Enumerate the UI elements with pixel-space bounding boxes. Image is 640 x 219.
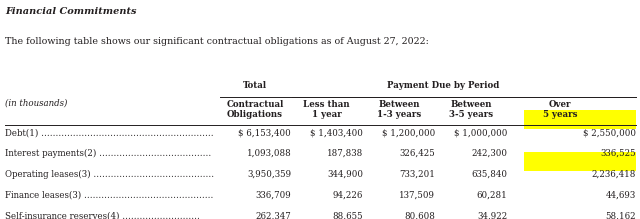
Text: Interest payments(2) …………………………………: Interest payments(2) ………………………………… xyxy=(5,149,211,158)
Text: Over
5 years: Over 5 years xyxy=(543,100,577,119)
Text: 80,608: 80,608 xyxy=(404,211,435,219)
Text: 137,509: 137,509 xyxy=(399,191,435,200)
Text: Financial Commitments: Financial Commitments xyxy=(5,7,136,16)
Text: $ 2,550,000: $ 2,550,000 xyxy=(582,128,636,137)
Text: 344,900: 344,900 xyxy=(327,170,363,179)
Text: 242,300: 242,300 xyxy=(472,149,508,158)
Bar xyxy=(524,110,636,129)
Text: $ 1,200,000: $ 1,200,000 xyxy=(382,128,435,137)
Text: The following table shows our significant contractual obligations as of August 2: The following table shows our significan… xyxy=(5,37,429,46)
Text: $ 1,403,400: $ 1,403,400 xyxy=(310,128,363,137)
Text: Between
3-5 years: Between 3-5 years xyxy=(449,100,493,119)
Text: Operating leases(3) ……………………………………: Operating leases(3) …………………………………… xyxy=(5,170,214,179)
Text: 262,347: 262,347 xyxy=(255,211,291,219)
Text: 336,709: 336,709 xyxy=(255,191,291,200)
Text: 336,525: 336,525 xyxy=(600,149,636,158)
Text: 94,226: 94,226 xyxy=(333,191,363,200)
Text: 44,693: 44,693 xyxy=(605,191,636,200)
Text: 1,093,088: 1,093,088 xyxy=(246,149,291,158)
Text: Payment Due by Period: Payment Due by Period xyxy=(387,81,500,90)
Text: 88,655: 88,655 xyxy=(332,211,363,219)
Text: 3,950,359: 3,950,359 xyxy=(247,170,291,179)
Text: Debt(1) ……………………………………………………: Debt(1) …………………………………………………… xyxy=(5,128,214,137)
Text: Finance leases(3) ………………………………………: Finance leases(3) ……………………………………… xyxy=(5,191,214,200)
Text: 2,236,418: 2,236,418 xyxy=(591,170,636,179)
Text: Less than
1 year: Less than 1 year xyxy=(303,100,350,119)
Text: Total: Total xyxy=(243,81,267,90)
Text: 187,838: 187,838 xyxy=(326,149,363,158)
Text: 34,922: 34,922 xyxy=(477,211,508,219)
Text: Between
1-3 years: Between 1-3 years xyxy=(377,100,421,119)
Text: Contractual
Obligations: Contractual Obligations xyxy=(227,100,284,119)
Text: 326,425: 326,425 xyxy=(399,149,435,158)
Text: $ 6,153,400: $ 6,153,400 xyxy=(239,128,291,137)
Text: Self-insurance reserves(4) ………………………: Self-insurance reserves(4) ……………………… xyxy=(5,211,200,219)
Text: 58,162: 58,162 xyxy=(605,211,636,219)
Text: (in thousands): (in thousands) xyxy=(5,99,67,108)
Text: 635,840: 635,840 xyxy=(472,170,508,179)
Text: 733,201: 733,201 xyxy=(399,170,435,179)
Text: $ 1,000,000: $ 1,000,000 xyxy=(454,128,508,137)
Text: 60,281: 60,281 xyxy=(477,191,508,200)
Bar xyxy=(524,152,636,171)
